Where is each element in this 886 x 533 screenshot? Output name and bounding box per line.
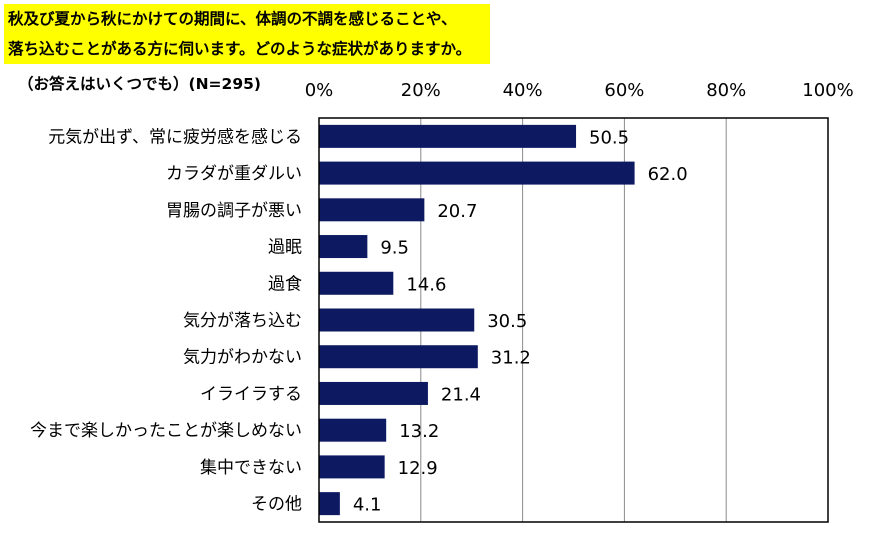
category-label: 気分が落ち込む — [183, 311, 302, 331]
category-label: 集中できない — [200, 458, 302, 478]
response-note: （お答えはいくつでも）(N=295) — [18, 75, 261, 93]
bar — [319, 381, 428, 405]
bar — [319, 418, 387, 442]
value-label: 31.2 — [491, 348, 531, 369]
question-line-1: 秋及び夏から秋にかけての期間に、体調の不調を感じることや、 — [8, 10, 457, 28]
category-label: 気力がわかない — [183, 348, 302, 368]
category-label: イライラする — [200, 384, 302, 404]
value-label: 13.2 — [399, 421, 439, 442]
value-label: 21.4 — [441, 384, 481, 405]
category-label: 胃腸の調子が悪い — [166, 201, 302, 221]
bar — [319, 235, 368, 259]
value-label: 4.1 — [353, 495, 382, 516]
value-label: 50.5 — [589, 127, 629, 148]
x-tick-label: 20% — [401, 80, 441, 101]
bar — [319, 455, 385, 479]
plot-frame — [318, 117, 829, 523]
x-tick-label: 100% — [802, 80, 853, 101]
x-tick-labels: 0% 20% 40% 60% 80% 100% — [305, 80, 854, 101]
bars — [319, 124, 635, 516]
value-label: 62.0 — [648, 164, 688, 185]
category-label: 過食 — [268, 274, 302, 294]
bar — [319, 161, 635, 185]
value-label: 30.5 — [487, 311, 527, 332]
category-labels: 元気が出ず、常に疲労感を感じるカラダが重ダルい胃腸の調子が悪い過眠過食気分が落ち… — [30, 127, 302, 514]
question-box: 秋及び夏から秋にかけての期間に、体調の不調を感じることや、 落ち込むことがある方… — [4, 4, 490, 64]
category-label: カラダが重ダルい — [166, 164, 302, 184]
value-label: 14.6 — [406, 274, 446, 295]
bar — [319, 308, 475, 332]
category-label: 過眠 — [268, 238, 302, 258]
value-label: 9.5 — [380, 238, 409, 259]
value-label: 20.7 — [437, 201, 477, 222]
question-line-2: 落ち込むことがある方に伺います。どのような症状がありますか。 — [8, 40, 472, 58]
bar — [319, 198, 425, 222]
x-tick-label: 80% — [706, 80, 746, 101]
category-label: その他 — [251, 495, 302, 515]
bar — [319, 345, 478, 369]
category-label: 元気が出ず、常に疲労感を感じる — [48, 127, 302, 147]
x-tick-label: 0% — [305, 80, 334, 101]
x-tick-label: 40% — [503, 80, 543, 101]
category-label: 今まで楽しかったことが楽しめない — [30, 421, 302, 441]
bar — [319, 271, 394, 295]
bar — [319, 124, 577, 148]
x-tick-label: 60% — [604, 80, 644, 101]
bar — [319, 492, 340, 516]
value-labels: 50.5 62.0 20.7 9.5 14.6 30.5 31.2 21.413.2 12.9 4… — [353, 127, 688, 515]
value-label: 12.9 — [398, 458, 438, 479]
